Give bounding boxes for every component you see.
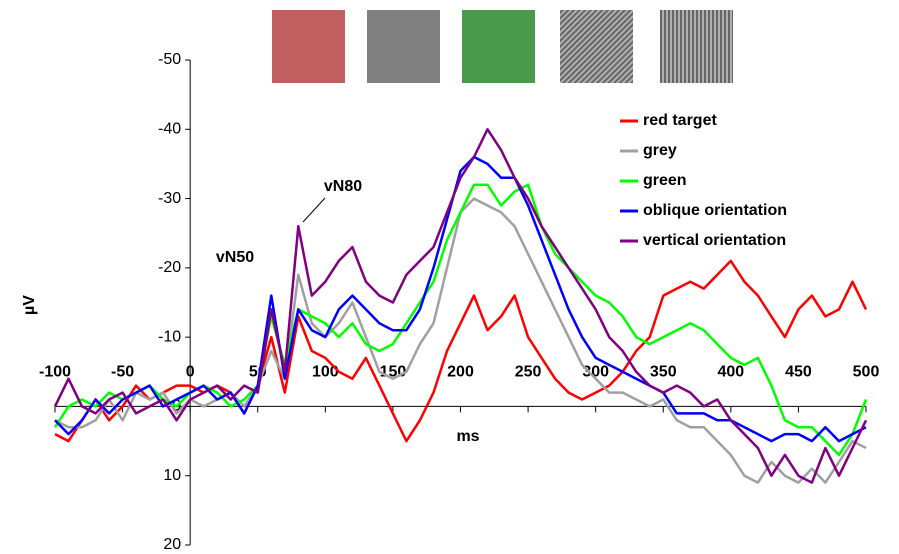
stimulus-red — [272, 10, 345, 83]
y-tick-label: -30 — [158, 190, 181, 207]
x-tick-label: 400 — [717, 364, 744, 381]
x-tick-label: 350 — [650, 364, 677, 381]
x-tick-label: 500 — [853, 364, 880, 381]
y-tick-label: 10 — [163, 467, 181, 484]
y-tick-label: 20 — [163, 536, 181, 553]
x-tick-label: 300 — [582, 364, 609, 381]
y-tick-label: -20 — [158, 259, 181, 276]
legend-label: vertical orientation — [643, 232, 786, 249]
y-tick-label: -40 — [158, 121, 181, 138]
stimulus-vertical — [660, 10, 733, 83]
x-tick-label: 100 — [312, 364, 339, 381]
stimulus-green — [462, 10, 535, 83]
x-tick-label: 250 — [515, 364, 542, 381]
legend-label: red target — [643, 112, 717, 129]
legend-label: green — [643, 172, 687, 189]
stimulus-grey — [367, 10, 440, 83]
line-series — [53, 128, 868, 484]
x-tick-label: 0 — [186, 364, 195, 381]
y-tick-label: -10 — [158, 328, 181, 345]
x-tick-label: 450 — [785, 364, 812, 381]
x-tick-label: 200 — [447, 364, 474, 381]
y-axis-label: µV — [21, 295, 38, 315]
stimulus-oblique — [560, 10, 633, 83]
annotation: vN50 — [216, 249, 254, 266]
y-tick-label: -50 — [158, 51, 181, 68]
annotation: vN80 — [324, 178, 362, 195]
annotation-leader — [302, 197, 326, 223]
legend-label: grey — [643, 142, 677, 159]
line-series — [54, 259, 868, 443]
x-tick-label: -50 — [111, 364, 134, 381]
x-axis-label: ms — [456, 428, 479, 445]
x-tick-label: -100 — [39, 364, 71, 381]
legend-label: oblique orientation — [643, 202, 787, 219]
